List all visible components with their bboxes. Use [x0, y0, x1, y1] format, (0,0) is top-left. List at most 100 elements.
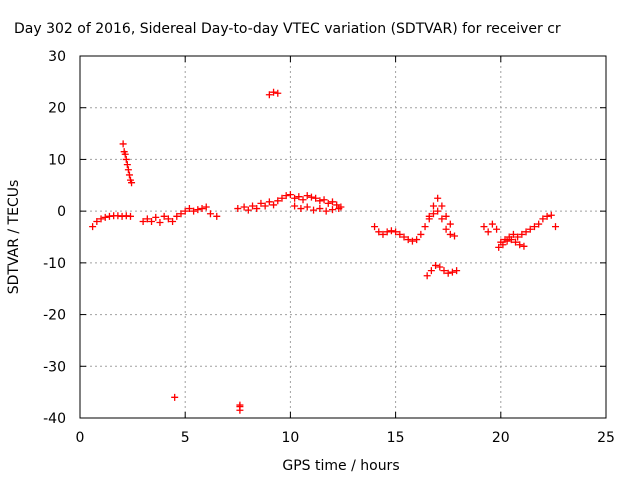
data-point: [169, 217, 177, 225]
chart-title: Day 302 of 2016, Sidereal Day-to-day VTE…: [14, 21, 561, 37]
data-point: [160, 212, 168, 220]
data-point: [512, 238, 520, 246]
data-points: [89, 88, 560, 414]
data-point: [514, 233, 522, 241]
x-tick-label: 10: [281, 430, 299, 446]
data-point: [429, 210, 437, 218]
data-point: [379, 230, 387, 238]
data-point: [257, 199, 265, 207]
data-point: [198, 205, 206, 213]
data-point: [520, 242, 528, 250]
data-point: [282, 192, 290, 200]
data-point: [316, 205, 324, 213]
data-point: [324, 199, 332, 207]
data-point: [448, 268, 456, 276]
y-tick-label: 10: [48, 152, 66, 168]
data-point: [530, 223, 538, 231]
x-tick-label: 0: [76, 430, 85, 446]
data-point: [265, 198, 273, 206]
data-point: [291, 194, 299, 202]
data-point: [202, 203, 210, 211]
data-point: [206, 210, 214, 218]
grid-lines: [80, 56, 606, 418]
data-point: [438, 215, 446, 223]
data-point: [429, 202, 437, 210]
data-point: [442, 212, 450, 220]
data-point: [396, 230, 404, 238]
data-point: [480, 223, 488, 231]
data-point: [148, 217, 156, 225]
data-point: [249, 202, 257, 210]
data-point: [177, 210, 185, 218]
data-point: [434, 207, 442, 215]
data-point: [440, 267, 448, 275]
data-point: [143, 215, 151, 223]
data-point: [274, 197, 282, 205]
data-point: [371, 223, 379, 231]
data-point: [274, 89, 282, 97]
data-point: [507, 236, 515, 244]
data-point: [312, 194, 320, 202]
data-point: [453, 267, 461, 275]
x-tick-label: 5: [181, 430, 190, 446]
data-point: [387, 227, 395, 235]
data-point: [522, 228, 530, 236]
data-point: [307, 193, 315, 201]
data-point: [535, 220, 543, 228]
data-point: [185, 205, 193, 213]
data-point: [488, 220, 496, 228]
data-point: [299, 196, 307, 204]
data-point: [335, 205, 343, 213]
x-tick-label: 20: [492, 430, 510, 446]
data-point: [451, 232, 459, 240]
data-point: [421, 223, 429, 231]
data-point: [493, 225, 501, 233]
data-point: [156, 219, 164, 227]
data-point: [516, 241, 524, 249]
data-point: [438, 202, 446, 210]
data-point: [495, 243, 503, 251]
y-tick-label: 20: [48, 101, 66, 117]
data-point: [270, 88, 278, 96]
data-point: [261, 202, 269, 210]
data-point: [171, 393, 179, 401]
data-point: [122, 155, 130, 163]
x-axis-label: GPS time / hours: [282, 458, 399, 474]
data-point: [328, 206, 336, 214]
data-point: [128, 179, 136, 187]
data-point: [97, 215, 105, 223]
data-point: [236, 403, 244, 411]
data-point: [119, 140, 127, 148]
y-tick-label: -40: [43, 411, 66, 427]
data-point: [139, 217, 147, 225]
data-point: [413, 236, 421, 244]
data-point: [427, 267, 435, 275]
data-point: [404, 236, 412, 244]
data-point: [270, 201, 278, 209]
data-point: [124, 166, 132, 174]
data-point: [446, 230, 454, 238]
data-point: [499, 241, 507, 249]
data-point: [240, 203, 248, 211]
y-tick-label: -20: [43, 308, 66, 324]
data-point: [322, 207, 330, 215]
data-point: [333, 201, 341, 209]
data-point: [526, 225, 534, 233]
data-point: [126, 212, 134, 220]
data-point: [425, 212, 433, 220]
data-point: [518, 230, 526, 238]
y-axis-label: SDTVAR / TECUs: [6, 180, 22, 295]
data-point: [320, 196, 328, 204]
data-point: [408, 237, 416, 245]
data-point: [442, 225, 450, 233]
data-point: [244, 206, 252, 214]
data-point: [303, 192, 311, 200]
data-point: [436, 263, 444, 271]
data-point: [164, 215, 172, 223]
y-tick-label: -10: [43, 256, 66, 272]
data-point: [152, 213, 160, 221]
data-point: [295, 193, 303, 201]
x-tick-label: 15: [387, 430, 405, 446]
data-point: [286, 191, 294, 199]
